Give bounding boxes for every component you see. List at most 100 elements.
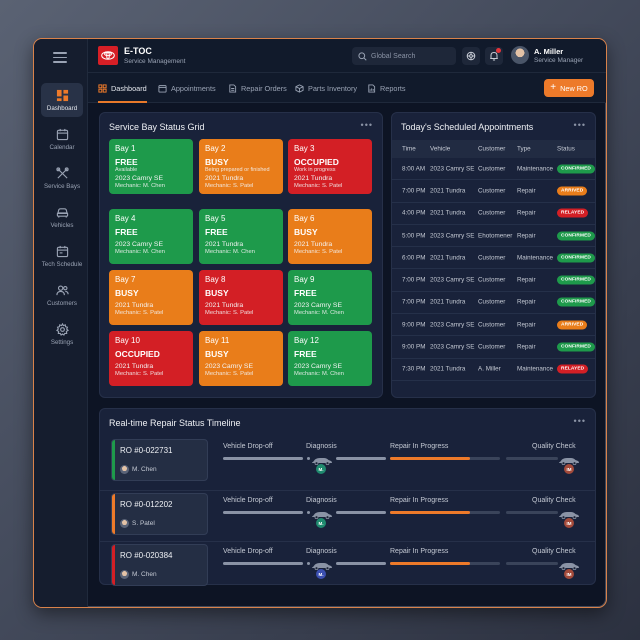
- bay-name: Bay 8: [205, 275, 226, 284]
- more-options-icon[interactable]: •••: [360, 120, 373, 130]
- sidebar-item-tech-schedule[interactable]: Tech Schedule: [41, 239, 83, 273]
- notification-badge: [496, 48, 501, 53]
- table-row[interactable]: 6:00 PM 2021 Tundra Customer Maintenance CON…: [392, 247, 595, 270]
- bay-tile[interactable]: Bay 8 BUSY 2021 Tundra Mechanic: S. Patel: [199, 270, 283, 325]
- bay-name: Bay 3: [294, 144, 315, 153]
- status-accent-bar: [112, 494, 115, 534]
- bay-tile[interactable]: Bay 4 FREE 2023 Camry SE Mechanic: M. Chen: [109, 209, 193, 264]
- dashboard-icon: [56, 89, 68, 101]
- technician-avatar[interactable]: IM: [564, 569, 574, 579]
- bay-mechanic: Mechanic: S. Patel: [115, 310, 164, 316]
- bay-vehicle: 2023 Camry SE: [294, 302, 342, 309]
- more-options-icon[interactable]: •••: [573, 120, 586, 130]
- cell-type: Repair: [517, 209, 536, 217]
- repair-order-card[interactable]: RO #0-020384 M. Chen: [111, 544, 208, 586]
- status-badge: CONFIRMED: [557, 297, 595, 307]
- bay-name: Bay 10: [115, 336, 140, 345]
- tab-parts-inventory[interactable]: Parts Inventory: [295, 73, 357, 103]
- table-row[interactable]: 7:00 PM 2021 Tundra Customer Repair CONFIRME…: [392, 292, 595, 315]
- progress-track-dot: [307, 562, 310, 565]
- table-row[interactable]: 4:00 PM 2021 Tundra Customer Repair RELAYED: [392, 203, 595, 225]
- bay-tile[interactable]: Bay 3 OCCUPIED Work in progress 2021 Tundra…: [288, 139, 372, 194]
- gear-icon: [466, 51, 476, 61]
- settings-button[interactable]: [462, 47, 480, 65]
- sidebar-item-service-bays[interactable]: Service Bays: [41, 161, 83, 195]
- stage-label: Vehicle Drop-off: [223, 548, 273, 555]
- cell-type: Maintenance: [517, 365, 554, 373]
- bay-vehicle: 2021 Tundra: [115, 363, 154, 370]
- tab-dashboard[interactable]: Dashboard: [98, 73, 147, 103]
- progress-track-dropoff: [223, 562, 303, 565]
- global-search-input[interactable]: Global Search: [352, 47, 456, 65]
- column-header-status[interactable]: Status: [557, 145, 575, 153]
- bay-mechanic: Mechanic: S. Patel: [294, 249, 343, 255]
- new-ro-button[interactable]: + New RO: [544, 79, 594, 97]
- repair-order-card[interactable]: RO #0-022731 M. Chen: [111, 439, 208, 481]
- column-header-customer[interactable]: Customer: [478, 145, 506, 153]
- bay-tile[interactable]: Bay 10 OCCUPIED 2021 Tundra Mechanic: S. Pa…: [109, 331, 193, 386]
- cell-type: Repair: [517, 276, 536, 284]
- status-badge: ARRIVED: [557, 186, 588, 196]
- user-role: Service Manager: [534, 57, 584, 64]
- bay-vehicle: 2021 Tundra: [205, 302, 244, 309]
- bay-status-detail: Being prepared or finished: [205, 167, 270, 173]
- more-options-icon[interactable]: •••: [573, 416, 586, 426]
- app-subtitle: Service Management: [124, 58, 186, 65]
- table-row[interactable]: 9:00 PM 2023 Camry SE Customer Repair ARRIVE…: [392, 314, 595, 337]
- notifications-button[interactable]: [485, 47, 503, 65]
- bay-mechanic: Mechanic: S. Patel: [115, 371, 164, 377]
- sidebar-item-vehicles[interactable]: Vehicles: [41, 200, 83, 234]
- sidebar-item-customers[interactable]: Customers: [41, 278, 83, 312]
- bay-tile[interactable]: Bay 5 FREE 2021 Tundra Mechanic: M. Chen: [199, 209, 283, 264]
- progress-track-diagnosis: [336, 457, 386, 460]
- cell-vehicle: 2023 Camry SE: [430, 343, 475, 351]
- column-header-type[interactable]: Type: [517, 145, 531, 153]
- table-row[interactable]: 8:00 AM 2023 Camry SE Customer Maintenance C…: [392, 158, 595, 181]
- technician-avatar[interactable]: IM: [564, 518, 574, 528]
- technician-avatar[interactable]: M.: [316, 569, 326, 579]
- menu-icon[interactable]: [53, 52, 67, 66]
- bay-tile[interactable]: Bay 6 BUSY 2021 Tundra Mechanic: S. Patel: [288, 209, 372, 264]
- cell-customer: A. Miller: [478, 365, 501, 373]
- stage-label: Quality Check: [532, 443, 576, 450]
- bay-mechanic: Mechanic: M. Chen: [115, 183, 165, 189]
- tab-repair-orders[interactable]: Repair Orders: [228, 73, 287, 103]
- technician-avatar[interactable]: IM: [564, 464, 574, 474]
- table-row[interactable]: 7:00 PM 2021 Tundra Customer Repair ARRIVED: [392, 180, 595, 203]
- table-row[interactable]: 9:00 PM 2023 Camry SE Customer Repair CONFIR…: [392, 336, 595, 359]
- stage-label: Quality Check: [532, 548, 576, 555]
- table-row[interactable]: 5:00 PM 2023 Camry SE Ehotomener Repair CONF…: [392, 225, 595, 248]
- user-avatar[interactable]: [511, 46, 529, 64]
- bay-tile[interactable]: Bay 7 BUSY 2021 Tundra Mechanic: S. Patel: [109, 270, 193, 325]
- sidebar-item-dashboard[interactable]: Dashboard: [41, 83, 83, 117]
- technician-avatar[interactable]: M.: [316, 464, 326, 474]
- status-badge: CONFIRMED: [557, 231, 595, 241]
- repair-timeline-card: Real-time Repair Status Timeline ••• RO …: [99, 408, 596, 586]
- car-icon: [558, 506, 580, 520]
- bay-tile[interactable]: Bay 12 FREE 2023 Camry SE Mechanic: M. Chen: [288, 331, 372, 386]
- column-header-vehicle[interactable]: Vehicle: [430, 145, 451, 153]
- tab-reports[interactable]: Reports: [367, 73, 406, 103]
- sidebar-item-calendar[interactable]: Calendar: [41, 122, 83, 156]
- repair-order-card[interactable]: RO #0-012202 S. Patel: [111, 493, 208, 535]
- tab-appointments[interactable]: Appointments: [158, 73, 216, 103]
- bay-status: FREE: [205, 227, 228, 237]
- column-header-time[interactable]: Time: [402, 145, 416, 153]
- stage-label: Diagnosis: [306, 548, 337, 555]
- bay-vehicle: 2023 Camry SE: [294, 363, 342, 370]
- technician-avatar[interactable]: M.: [316, 518, 326, 528]
- mechanic-name: S. Patel: [132, 519, 155, 527]
- bay-tile[interactable]: Bay 9 FREE 2023 Camry SE Mechanic: M. Chen: [288, 270, 372, 325]
- status-badge: CONFIRMED: [557, 275, 595, 285]
- bay-tile[interactable]: Bay 2 BUSY Being prepared or finished 2021 …: [199, 139, 283, 194]
- table-row[interactable]: 7:30 PM 2021 Tundra A. Miller Maintenance RE…: [392, 359, 595, 381]
- progress-track-diagnosis: [336, 562, 386, 565]
- sidebar-item-settings[interactable]: Settings: [41, 317, 83, 351]
- table-row[interactable]: 7:00 PM 2023 Camry SE Customer Repair CONFIR…: [392, 270, 595, 292]
- timeline-row: RO #0-022731 M. Chen Vehicle Drop-off Diagn…: [100, 439, 595, 485]
- cell-vehicle: 2023 Camry SE: [430, 165, 475, 173]
- bay-tile[interactable]: Bay 1 FREE Available 2023 Camry SE Mechanic:…: [109, 139, 193, 194]
- appointments-card: Today's Scheduled Appointments ••• Time …: [391, 112, 596, 398]
- bay-tile[interactable]: Bay 11 BUSY 2023 Camry SE Mechanic: S. Pate…: [199, 331, 283, 386]
- car-icon: [558, 452, 580, 466]
